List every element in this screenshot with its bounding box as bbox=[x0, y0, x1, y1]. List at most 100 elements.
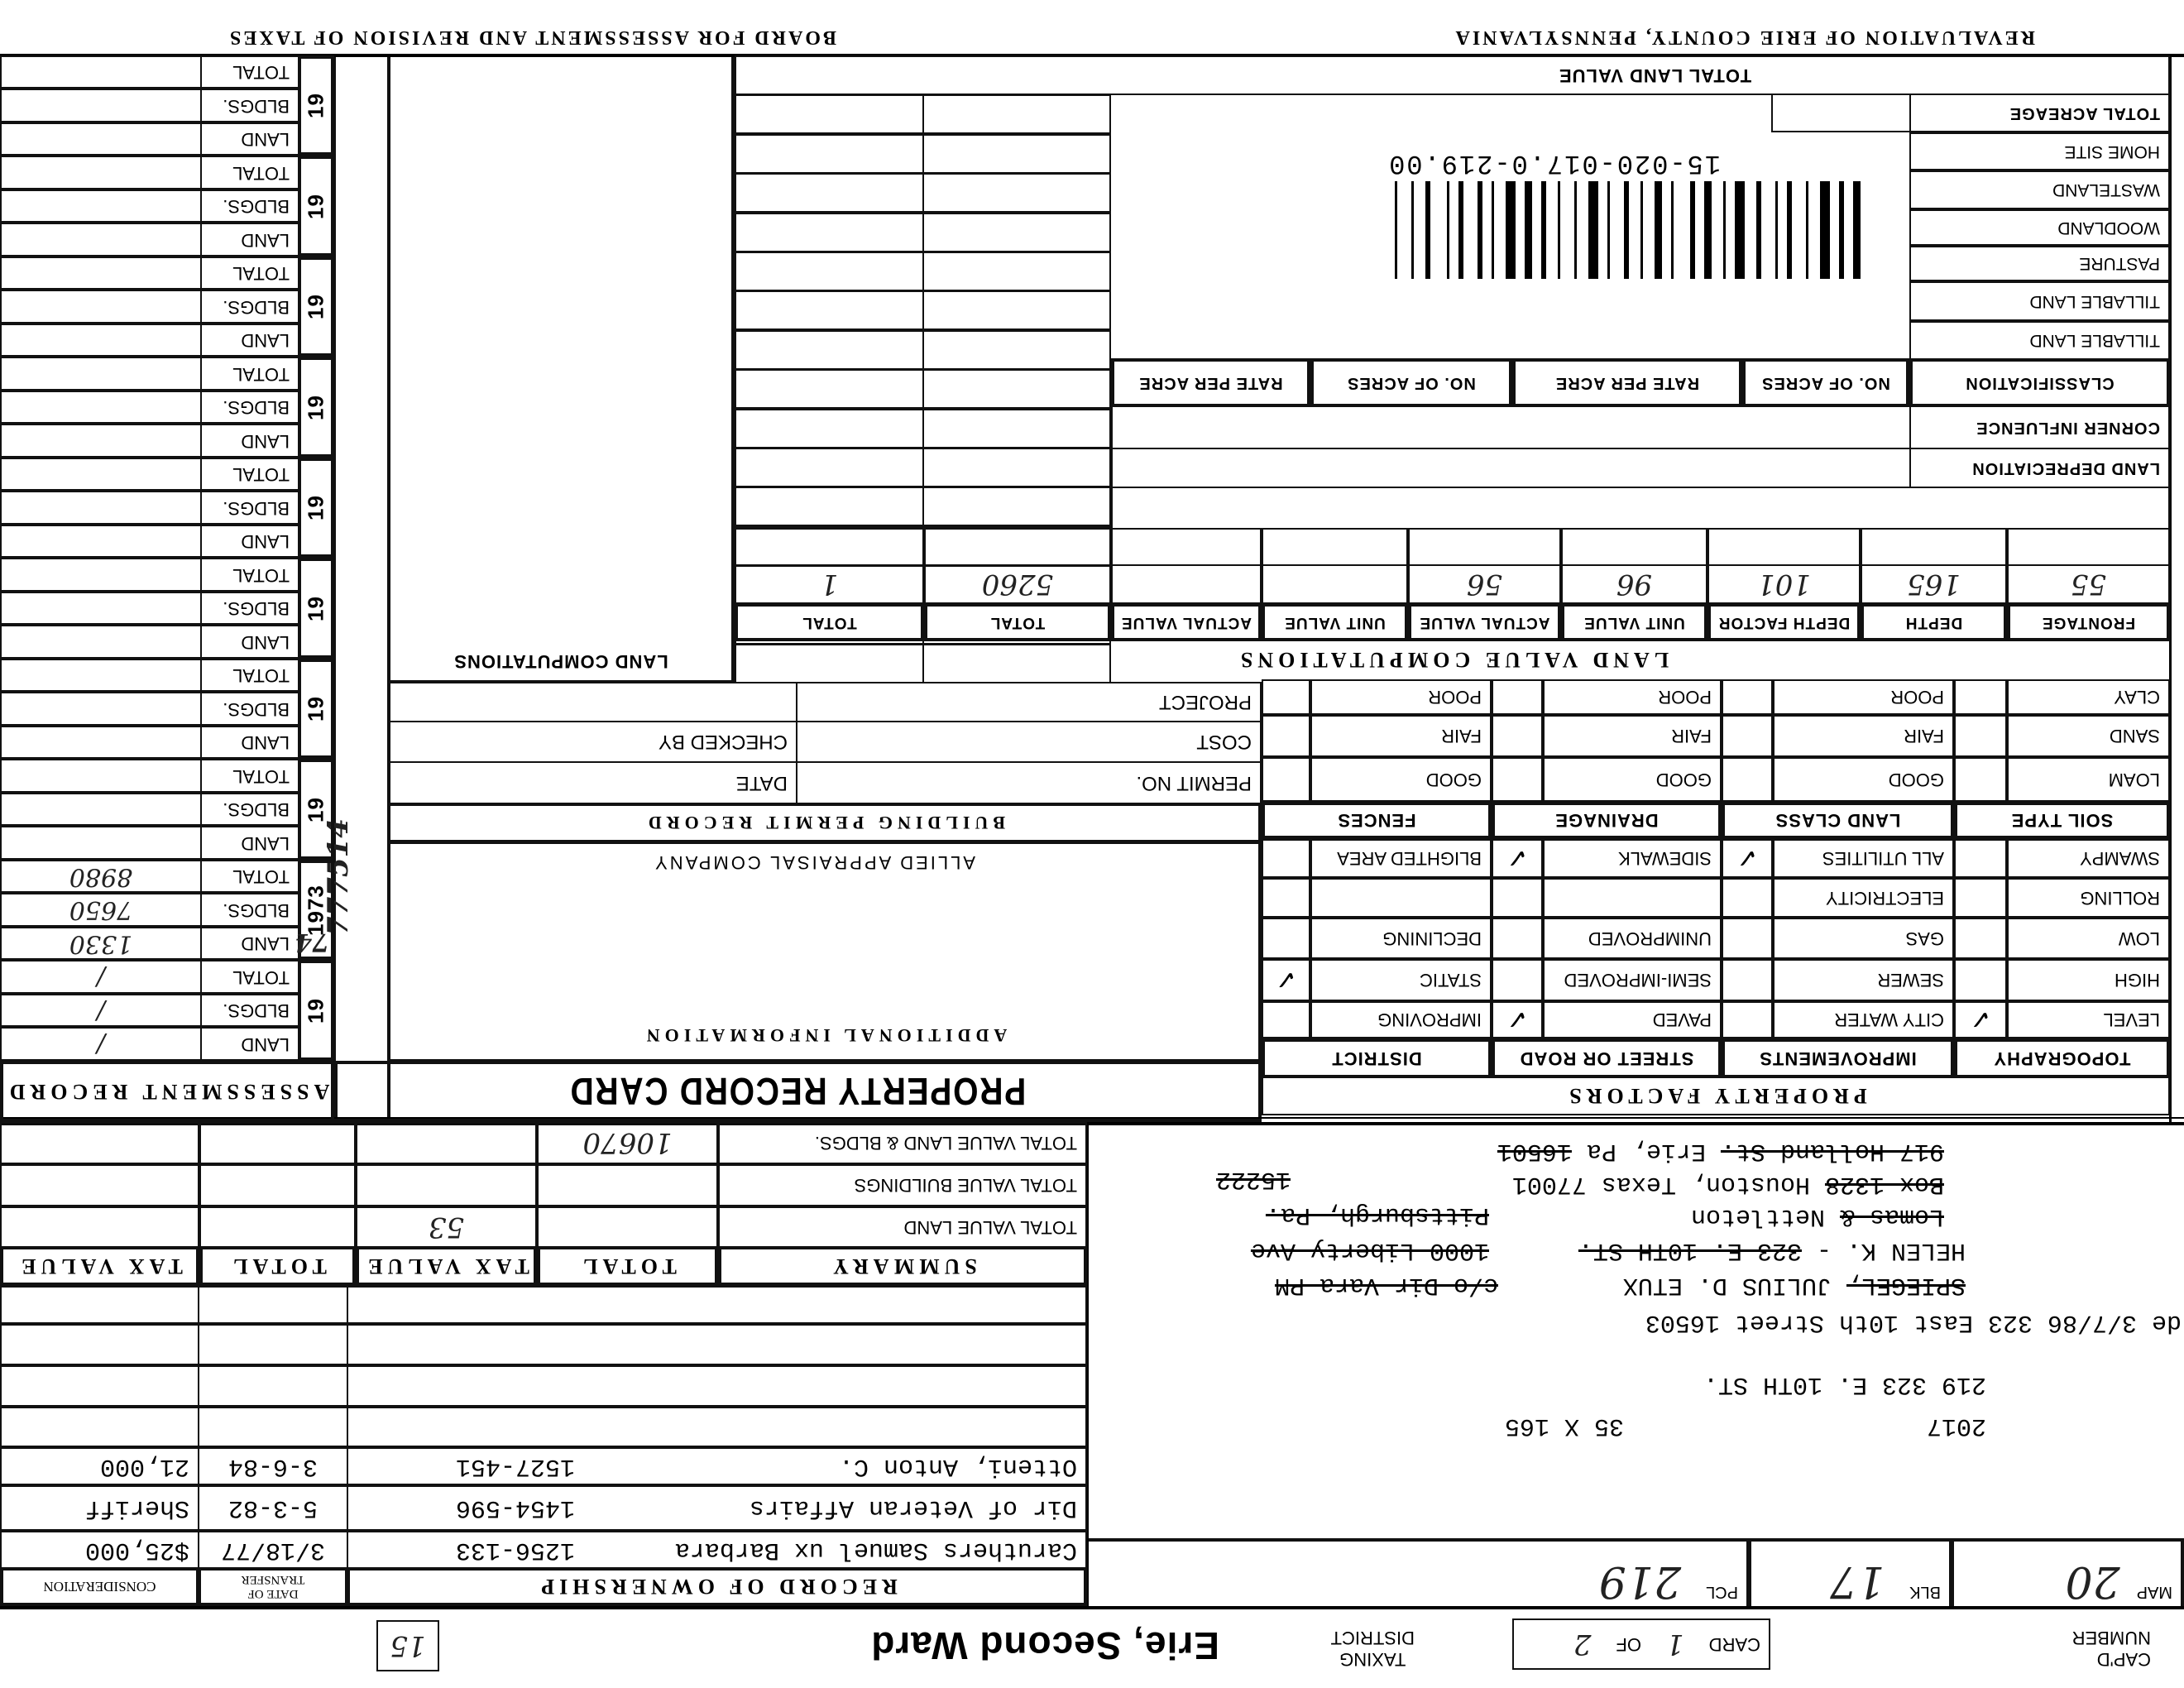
soil-label: GOOD bbox=[1543, 757, 1722, 802]
land-computations-heading: LAND COMPUTATIONS bbox=[453, 651, 668, 672]
assessment-record-heading: ASSESSMENT RECORD bbox=[0, 1061, 334, 1122]
summary-header: TAX VALUE bbox=[0, 1246, 199, 1286]
assessment-value bbox=[0, 89, 202, 122]
barcode-bar bbox=[1607, 181, 1610, 279]
assessment-value bbox=[0, 55, 202, 89]
address-text: 2017 bbox=[1926, 1412, 1986, 1440]
land-computations-box: LAND COMPUTATIONS bbox=[387, 54, 735, 683]
assessment-value bbox=[0, 458, 202, 492]
address-text: JULIUS D. ETUX bbox=[1622, 1271, 1846, 1299]
assessment-value bbox=[0, 525, 202, 559]
address-line: Pittsburgh, Pa. bbox=[1266, 1201, 1489, 1229]
total-column-cell bbox=[735, 408, 924, 448]
soil-label: POOR bbox=[1773, 679, 1954, 715]
summary-header: TAX VALUE bbox=[356, 1246, 537, 1286]
map-label: MAP bbox=[2136, 1583, 2172, 1601]
assessment-label: LAND bbox=[200, 927, 299, 961]
land-value-cell bbox=[1262, 564, 1408, 604]
assessment-value bbox=[0, 391, 202, 424]
soil-checkbox bbox=[1262, 715, 1310, 757]
permit-date-field: DATE bbox=[387, 761, 797, 804]
factor-label: SIDEWALK bbox=[1543, 839, 1722, 878]
map-field: MAP 20 bbox=[1951, 1538, 2184, 1609]
assessment-value: / bbox=[0, 994, 202, 1028]
factor-label: HIGH bbox=[2007, 959, 2170, 1001]
address-text: 16501 bbox=[1497, 1137, 1572, 1165]
barcode-bar bbox=[1839, 181, 1844, 279]
barcode-bar bbox=[1574, 181, 1577, 279]
factor-checkbox: ✓ bbox=[1492, 839, 1543, 878]
total-column-cell bbox=[735, 604, 924, 645]
total-acreage-field bbox=[1771, 94, 1911, 132]
address-text: HELEN K. - bbox=[1801, 1236, 1966, 1264]
assessment-year: 19 bbox=[298, 55, 334, 156]
address-line: de 3/7/86 323 East 10th Street 16503 bbox=[1645, 1308, 2182, 1336]
assessment-value bbox=[0, 424, 202, 458]
factor-label: SEMI-IMPROVED bbox=[1543, 959, 1722, 1001]
total-column-cell bbox=[922, 525, 1111, 566]
soil-label: POOR bbox=[1310, 679, 1492, 715]
project-field: PROJECT bbox=[796, 682, 1262, 722]
total-column-cell bbox=[735, 133, 924, 174]
address-text: Erie, Pa bbox=[1571, 1137, 1721, 1165]
additional-information-box: ADDITIONAL INFORMATION bbox=[387, 841, 1262, 1062]
address-text: de 3/7/86 323 East 10th Street 16503 bbox=[1645, 1308, 2182, 1336]
factor-checkbox bbox=[1954, 839, 2007, 878]
factor-label: STATIC bbox=[1310, 959, 1492, 1001]
total-column-cell bbox=[735, 94, 924, 135]
consideration-value bbox=[0, 1324, 199, 1365]
assessment-label: TOTAL bbox=[200, 156, 299, 189]
project-blank bbox=[387, 682, 797, 722]
district-box-number: 15 bbox=[376, 1620, 439, 1671]
property-factors-heading: PROPERTY FACTORS bbox=[1262, 1077, 2170, 1115]
classification-label: TILLABLE LAND bbox=[1909, 321, 2170, 360]
total-column-cell bbox=[735, 525, 924, 566]
assessment-value bbox=[0, 223, 202, 257]
summary-label: TOTAL VALUE BUILDINGS bbox=[718, 1164, 1087, 1206]
classification-label: HOME SITE bbox=[1909, 132, 2170, 170]
factor-header-street-or-road: STREET OR ROAD bbox=[1492, 1038, 1722, 1078]
factor-checkbox: ✓ bbox=[1722, 839, 1773, 878]
address-text: Box 1328 bbox=[1824, 1170, 1944, 1198]
assessment-label: LAND bbox=[200, 223, 299, 257]
total-column-cell bbox=[735, 487, 924, 527]
double-rule-column bbox=[333, 54, 390, 1122]
assessment-value bbox=[0, 324, 202, 357]
classification-header: RATE PER ACRE bbox=[1111, 358, 1310, 407]
date-of-transfer-label: DATE OF TRANSFER bbox=[198, 1567, 348, 1606]
address-text: 15222 bbox=[1215, 1165, 1291, 1193]
owner-name: Caruthers Samuel ux Barbara bbox=[674, 1536, 1077, 1564]
total-column-cell bbox=[922, 487, 1111, 527]
consideration-value: 21,000 bbox=[0, 1447, 199, 1485]
factor-label: UNIMPROVED bbox=[1543, 918, 1722, 959]
blk-value: 17 bbox=[1830, 1556, 1885, 1606]
map-value: 20 bbox=[2065, 1556, 2120, 1606]
ownership-row bbox=[347, 1407, 1087, 1447]
assessment-label: BLDGS. bbox=[200, 89, 299, 122]
soil-label: SAND bbox=[2007, 715, 2170, 757]
assessment-label: TOTAL bbox=[200, 659, 299, 693]
total-acreage-label: TOTAL ACREAGE bbox=[1909, 94, 2170, 132]
assessment-label: TOTAL bbox=[200, 558, 299, 592]
address-text: Lomas & bbox=[1839, 1202, 1944, 1230]
summary-value bbox=[537, 1206, 718, 1248]
barcode-bar bbox=[1624, 181, 1629, 279]
barcode-bar bbox=[1723, 181, 1726, 279]
transfer-date bbox=[198, 1365, 348, 1407]
barcode-bar bbox=[1588, 181, 1598, 279]
land-depreciation-label: LAND DEPRECIATION bbox=[1909, 448, 2170, 488]
land-value-cell: 56 bbox=[1408, 564, 1561, 604]
summary-value: 10670 bbox=[537, 1122, 718, 1164]
factor-checkbox bbox=[1722, 878, 1773, 918]
total-column-cell bbox=[735, 565, 924, 606]
soil-label: FAIR bbox=[1773, 715, 1954, 757]
assessment-label: TOTAL bbox=[200, 759, 299, 793]
assessment-label: LAND bbox=[200, 726, 299, 760]
ownership-row: Caruthers Samuel ux Barbara 1256-133 bbox=[347, 1531, 1087, 1569]
assessment-value bbox=[0, 491, 202, 525]
assessment-year: 19 bbox=[298, 357, 334, 458]
soil-checkbox bbox=[1492, 715, 1543, 757]
assessment-label: LAND bbox=[200, 826, 299, 860]
land-table-blank-row bbox=[1111, 487, 2170, 530]
assessment-label: BLDGS. bbox=[200, 893, 299, 927]
